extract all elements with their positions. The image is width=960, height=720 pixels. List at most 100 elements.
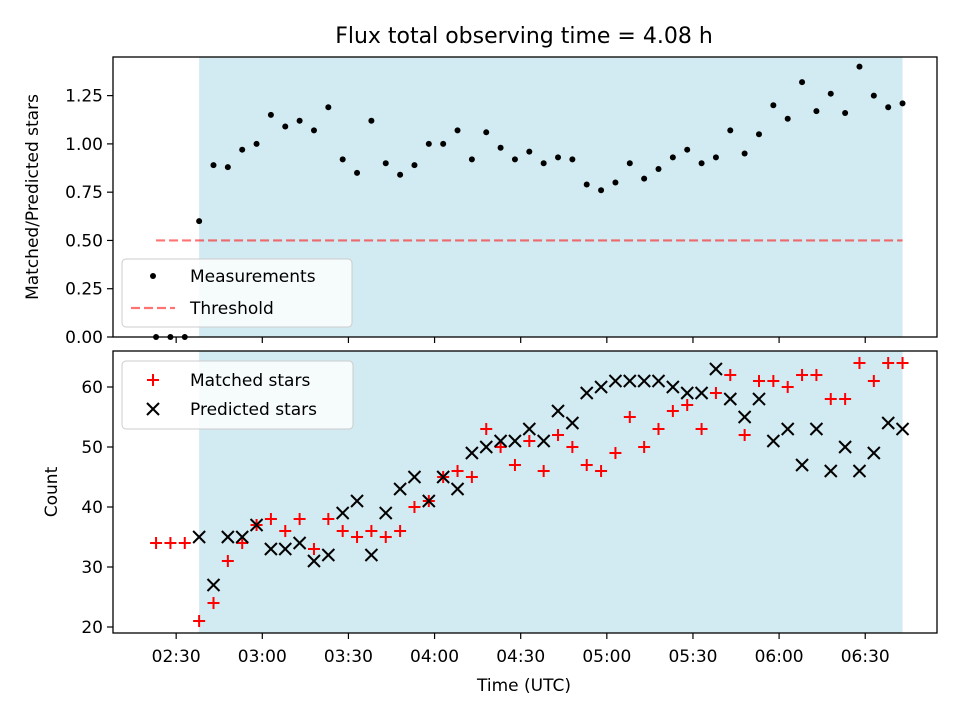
- marker-stroke: [867, 446, 881, 460]
- predicted-point: [824, 464, 838, 478]
- measurement-point: [842, 110, 849, 116]
- legend-predicted-marker: [146, 402, 160, 416]
- matched-point: [164, 537, 177, 549]
- marker-stroke: [809, 422, 824, 436]
- matched-point: [580, 459, 593, 471]
- marker-stroke: [881, 416, 895, 430]
- x-tick-label: 05:30: [668, 647, 717, 667]
- marker-stroke: [766, 434, 781, 448]
- count-panel: Count Time (UTC) 20 30 40 50 60 02:30 03:00 03:…: [42, 350, 938, 696]
- predicted-point: [235, 530, 249, 544]
- measurement-point: [641, 175, 648, 182]
- legend-box: [121, 258, 353, 328]
- predicted-point: [666, 380, 680, 394]
- predicted-point: [867, 446, 881, 460]
- measurement-point: [382, 160, 389, 167]
- measurement-point: [784, 115, 791, 122]
- predicted-point: [264, 542, 278, 556]
- predicted-point: [752, 392, 766, 406]
- predicted-point: [838, 440, 852, 454]
- measurement-point: [612, 179, 619, 186]
- matched-point: [882, 357, 895, 369]
- matched-point: [767, 375, 780, 387]
- matched-point: [207, 597, 220, 609]
- predicted-point: [737, 410, 752, 424]
- measurement-point: [411, 162, 418, 169]
- marker-stroke: [694, 386, 709, 400]
- x-tick-label: 05:00: [582, 647, 631, 667]
- matched-point: [796, 369, 809, 381]
- measurement-point: [224, 164, 231, 171]
- count-marks: [150, 357, 910, 627]
- marker-stroke: [651, 374, 666, 388]
- count-legend: Matched stars Predicted stars: [121, 360, 354, 430]
- marker-stroke: [479, 440, 493, 454]
- matched-point: [666, 405, 679, 417]
- predicted-point: [522, 422, 537, 436]
- predicted-point: [766, 434, 781, 448]
- predicted-point: [565, 416, 580, 430]
- predicted-point: [379, 506, 393, 520]
- matched-point: [867, 375, 880, 387]
- legend-matched-glyph: [147, 374, 159, 386]
- matched-point: [408, 501, 421, 513]
- marker-stroke: [551, 404, 565, 418]
- matched-point: [236, 537, 249, 549]
- measurement-point: [827, 90, 834, 97]
- predicted-point: [221, 530, 235, 544]
- flux-panel: Flux total observing time = 4.08 h Match…: [23, 24, 938, 348]
- predicted-point: [536, 434, 551, 448]
- matched-point: [695, 423, 708, 435]
- predicted-point: [465, 446, 479, 460]
- predicted-point: [422, 494, 436, 508]
- measurement-point: [755, 131, 762, 138]
- predicted-point: [651, 374, 666, 388]
- marker-stroke: [407, 470, 422, 484]
- predicted-point: [680, 386, 694, 400]
- measurement-point: [727, 127, 734, 134]
- y-tick-label: 40: [81, 498, 103, 518]
- marker-stroke: [146, 402, 160, 416]
- x-tick-label: 04:30: [496, 647, 545, 667]
- matched-point: [537, 465, 550, 477]
- marker-stroke: [206, 578, 221, 592]
- axes-frame: [112, 56, 938, 338]
- measurement-point: [325, 104, 332, 111]
- marker-stroke: [723, 392, 737, 406]
- flux-y-axis-label: Matched/Predicted stars: [23, 94, 43, 300]
- matched-point: [566, 441, 579, 453]
- measurement-point: [511, 156, 518, 163]
- matched-point: [465, 471, 478, 483]
- y-tick-label: 30: [81, 558, 103, 578]
- measurement-point: [483, 129, 490, 136]
- predicted-point: [852, 464, 867, 478]
- measurement-point: [196, 218, 203, 225]
- predicted-point: [709, 362, 723, 376]
- marker-stroke: [752, 392, 766, 406]
- marker-stroke: [321, 548, 336, 562]
- marker-stroke: [637, 374, 651, 388]
- flux-legend: Measurements Threshold: [121, 258, 353, 328]
- legend-box: [121, 360, 354, 430]
- measurement-point: [454, 127, 461, 134]
- marker-stroke: [350, 494, 364, 508]
- marker-stroke: [192, 530, 206, 544]
- legend-predicted-glyph: [146, 402, 160, 416]
- marker-stroke: [493, 434, 508, 448]
- measurement-point: [885, 104, 892, 111]
- matched-point: [307, 543, 320, 555]
- measurement-point: [210, 162, 217, 169]
- predicted-point: [307, 554, 321, 568]
- y-tick-label: 60: [81, 378, 103, 398]
- measurement-point: [598, 187, 605, 194]
- marker-stroke: [450, 482, 465, 496]
- marker-stroke: [278, 542, 292, 556]
- measurement-point: [267, 111, 274, 118]
- x-tick-label: 03:00: [238, 647, 287, 667]
- marker-stroke: [852, 464, 867, 478]
- marker-stroke: [522, 422, 537, 436]
- predicted-point: [407, 470, 422, 484]
- matched-point: [853, 357, 866, 369]
- matched-point: [264, 513, 277, 525]
